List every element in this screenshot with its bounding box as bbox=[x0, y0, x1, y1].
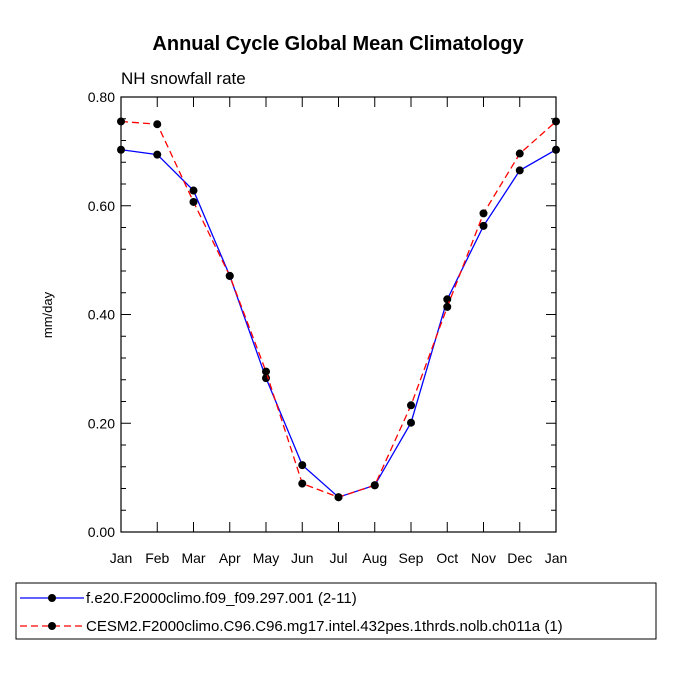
series-2-point bbox=[479, 209, 488, 218]
x-tick-label: Sep bbox=[399, 550, 424, 566]
y-tick-label: 0.80 bbox=[88, 89, 115, 105]
series-1-point bbox=[443, 295, 452, 304]
x-tick-label: Aug bbox=[362, 550, 387, 566]
x-tick-label: May bbox=[253, 550, 279, 566]
legend-label-1: f.e20.F2000climo.f09_f09.297.001 (2-11) bbox=[86, 590, 357, 607]
y-tick-label: 0.00 bbox=[88, 524, 115, 540]
series-2-point bbox=[334, 493, 343, 502]
series-2-point bbox=[443, 302, 452, 311]
x-tick-label: Oct bbox=[436, 550, 458, 566]
x-tick-label: Mar bbox=[181, 550, 205, 566]
series-2-point bbox=[370, 481, 379, 490]
chart-subtitle: NH snowfall rate bbox=[121, 69, 246, 88]
series-2-point bbox=[225, 271, 234, 280]
series-1-point bbox=[515, 166, 524, 175]
legend-box bbox=[15, 582, 657, 640]
series-1-point bbox=[479, 221, 488, 230]
series-1-point bbox=[189, 186, 198, 195]
x-tick-label: Jul bbox=[330, 550, 348, 566]
plot-frame bbox=[120, 96, 557, 533]
legend-marker-1 bbox=[48, 594, 56, 602]
x-tick-label: Dec bbox=[507, 550, 532, 566]
x-tick-label: Apr bbox=[219, 550, 241, 566]
chart-title: Annual Cycle Global Mean Climatology bbox=[152, 33, 524, 55]
y-tick-label: 0.40 bbox=[88, 307, 115, 323]
series-2-point bbox=[298, 479, 307, 488]
legend-label-2: CESM2.F2000climo.C96.C96.mg17.intel.432p… bbox=[86, 618, 563, 635]
series-1-point bbox=[552, 145, 560, 154]
series-1-point bbox=[407, 418, 415, 427]
series-line-2 bbox=[120, 120, 557, 498]
x-tick-label: Feb bbox=[145, 550, 169, 566]
legend-marker-2 bbox=[48, 622, 56, 630]
series-2-point bbox=[552, 117, 560, 126]
plot-area: 0.00 0.20 0.40 0.60 0.80 Jan Feb Mar Apr May Jun Ju… bbox=[88, 89, 568, 566]
series-2-point bbox=[262, 367, 270, 376]
series-2-point bbox=[153, 120, 162, 129]
legend: f.e20.F2000climo.f09_f09.297.001 (2-11) C… bbox=[20, 590, 563, 635]
series-2-point bbox=[189, 197, 198, 206]
series-2-point bbox=[515, 149, 524, 158]
y-tick-label: 0.60 bbox=[88, 198, 115, 214]
series-2-point bbox=[117, 117, 125, 126]
x-tick-label: Jun bbox=[291, 550, 314, 566]
series-1-point bbox=[298, 461, 307, 470]
series-2-point bbox=[407, 401, 415, 410]
x-tick-label: Nov bbox=[471, 550, 496, 566]
y-tick-label: 0.20 bbox=[88, 415, 115, 431]
x-tick-label: Jan bbox=[545, 550, 568, 566]
x-tick-label: Jan bbox=[110, 550, 133, 566]
series-1-point bbox=[153, 150, 162, 159]
series-1-point bbox=[117, 145, 125, 154]
y-axis-label: mm/day bbox=[40, 291, 55, 338]
